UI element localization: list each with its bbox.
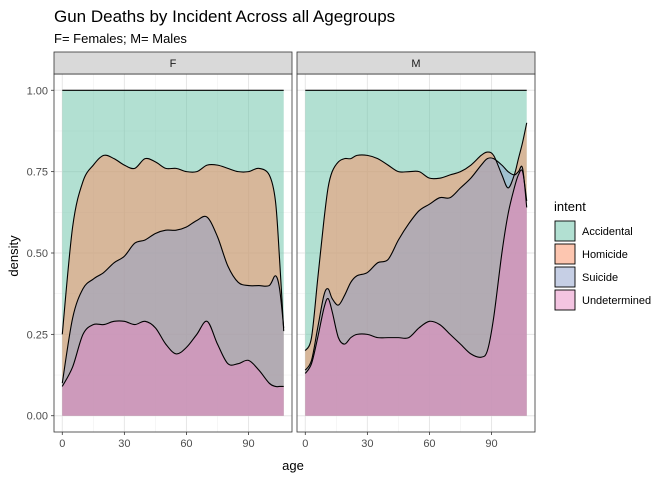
legend-swatch	[554, 289, 576, 311]
facet-strip-label: M	[411, 58, 420, 70]
x-tick-label: 30	[118, 438, 130, 450]
legend-label: Homicide	[582, 249, 628, 261]
legend-title: intent	[554, 199, 586, 214]
legend-label: Suicide	[582, 272, 618, 284]
x-tick-label: 30	[361, 438, 373, 450]
x-axis-title: age	[282, 458, 304, 473]
legend: intent Accidental Homicide Suicide Undeterm…	[554, 199, 651, 311]
x-tick-label: 60	[180, 438, 192, 450]
outline-suicide	[304, 157, 528, 371]
y-tick-label: 0.25	[27, 329, 48, 341]
facet-strip	[53, 51, 293, 75]
outline-homicide	[304, 122, 528, 351]
outline-suicide	[61, 215, 285, 384]
legend-item-accidental: Accidental	[554, 220, 633, 242]
outline-undetermined	[304, 169, 528, 374]
legend-label: Undetermined	[582, 295, 651, 307]
outline-undetermined	[61, 320, 284, 388]
x-tick-label: 90	[485, 438, 497, 450]
chart-title: Gun Deaths by Incident Across all Agegro…	[54, 7, 395, 26]
legend-item-undetermined: Undetermined	[554, 289, 651, 311]
legend-swatch	[554, 243, 576, 265]
facet-panels: F 0 30 60 90 0.00 0.25 0.50 0.75 1.00 M 0 30 60 90	[27, 51, 536, 450]
legend-item-suicide: Suicide	[554, 266, 618, 288]
facet-panel-M: M 0 30 60 90	[296, 51, 536, 450]
y-tick-label: 0.00	[27, 411, 48, 423]
chart-subtitle: F= Females; M= Males	[54, 31, 187, 46]
legend-item-homicide: Homicide	[554, 243, 628, 265]
x-tick-label: 0	[59, 438, 65, 450]
area-undetermined	[62, 320, 284, 416]
x-tick-label: 90	[242, 438, 254, 450]
y-axis-title: density	[6, 235, 21, 277]
facet-panel-F: F 0 30 60 90 0.00 0.25 0.50 0.75 1.00	[27, 51, 293, 450]
y-tick-label: 0.50	[27, 248, 48, 260]
y-tick-label: 0.75	[27, 167, 48, 179]
outline-homicide	[61, 154, 285, 335]
facet-strip	[296, 51, 536, 75]
legend-swatch	[554, 220, 576, 242]
x-tick-label: 0	[302, 438, 308, 450]
y-tick-label: 1.00	[27, 85, 48, 97]
legend-swatch	[554, 266, 576, 288]
x-tick-label: 60	[423, 438, 435, 450]
legend-label: Accidental	[582, 226, 633, 238]
facet-strip-label: F	[170, 58, 177, 70]
